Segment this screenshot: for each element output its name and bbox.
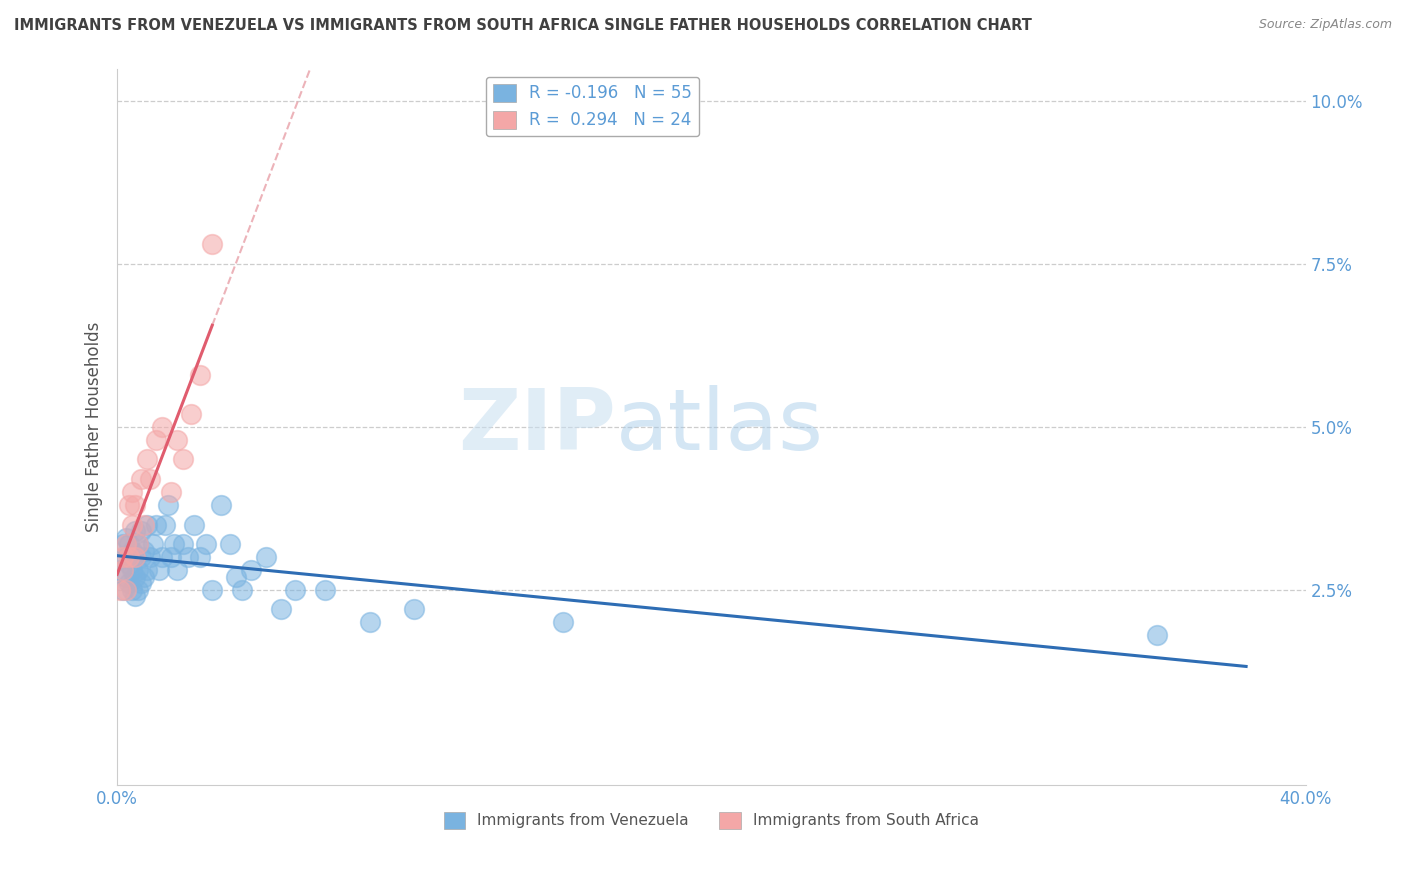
- Point: [115, 569, 138, 583]
- Point: [150, 419, 173, 434]
- Point: [159, 550, 181, 565]
- Point: [112, 582, 135, 597]
- Point: [121, 543, 143, 558]
- Point: [115, 531, 138, 545]
- Point: [195, 537, 218, 551]
- Point: [112, 537, 135, 551]
- Point: [112, 563, 135, 577]
- Point: [145, 517, 167, 532]
- Point: [127, 537, 149, 551]
- Point: [127, 537, 149, 551]
- Legend: Immigrants from Venezuela, Immigrants from South Africa: Immigrants from Venezuela, Immigrants fr…: [437, 805, 986, 835]
- Point: [172, 452, 194, 467]
- Y-axis label: Single Father Households: Single Father Households: [86, 322, 103, 532]
- Point: [153, 517, 176, 532]
- Point: [118, 550, 141, 565]
- Point: [132, 543, 155, 558]
- Point: [108, 582, 131, 597]
- Point: [284, 582, 307, 597]
- Point: [201, 237, 224, 252]
- Point: [127, 582, 149, 597]
- Text: Source: ZipAtlas.com: Source: ZipAtlas.com: [1258, 18, 1392, 31]
- Point: [166, 433, 188, 447]
- Point: [124, 569, 146, 583]
- Point: [121, 485, 143, 500]
- Point: [225, 569, 247, 583]
- Point: [129, 472, 152, 486]
- Point: [139, 550, 162, 565]
- Point: [135, 563, 157, 577]
- Point: [156, 498, 179, 512]
- Text: atlas: atlas: [616, 385, 824, 468]
- Point: [239, 563, 262, 577]
- Point: [166, 563, 188, 577]
- Point: [270, 602, 292, 616]
- Point: [115, 550, 138, 565]
- Point: [118, 576, 141, 591]
- Point: [115, 537, 138, 551]
- Point: [190, 368, 212, 382]
- Point: [115, 582, 138, 597]
- Point: [142, 537, 165, 551]
- Point: [112, 550, 135, 565]
- Point: [132, 569, 155, 583]
- Point: [201, 582, 224, 597]
- Point: [108, 563, 131, 577]
- Point: [219, 537, 242, 551]
- Point: [177, 550, 200, 565]
- Point: [124, 550, 146, 565]
- Point: [180, 407, 202, 421]
- Point: [121, 563, 143, 577]
- Point: [183, 517, 205, 532]
- Point: [139, 472, 162, 486]
- Point: [404, 602, 426, 616]
- Text: IMMIGRANTS FROM VENEZUELA VS IMMIGRANTS FROM SOUTH AFRICA SINGLE FATHER HOUSEHOL: IMMIGRANTS FROM VENEZUELA VS IMMIGRANTS …: [14, 18, 1032, 33]
- Point: [129, 550, 152, 565]
- Point: [118, 498, 141, 512]
- Point: [159, 485, 181, 500]
- Point: [127, 563, 149, 577]
- Point: [129, 524, 152, 538]
- Point: [132, 517, 155, 532]
- Point: [135, 517, 157, 532]
- Point: [135, 452, 157, 467]
- Point: [118, 537, 141, 551]
- Text: ZIP: ZIP: [458, 385, 616, 468]
- Point: [254, 550, 277, 565]
- Point: [145, 433, 167, 447]
- Point: [1146, 628, 1168, 642]
- Point: [124, 524, 146, 538]
- Point: [118, 557, 141, 571]
- Point: [551, 615, 574, 630]
- Point: [172, 537, 194, 551]
- Point: [124, 498, 146, 512]
- Point: [162, 537, 184, 551]
- Point: [209, 498, 232, 512]
- Point: [121, 582, 143, 597]
- Point: [190, 550, 212, 565]
- Point: [124, 550, 146, 565]
- Point: [314, 582, 336, 597]
- Point: [148, 563, 170, 577]
- Point: [150, 550, 173, 565]
- Point: [359, 615, 381, 630]
- Point: [129, 576, 152, 591]
- Point: [124, 589, 146, 603]
- Point: [121, 517, 143, 532]
- Point: [231, 582, 253, 597]
